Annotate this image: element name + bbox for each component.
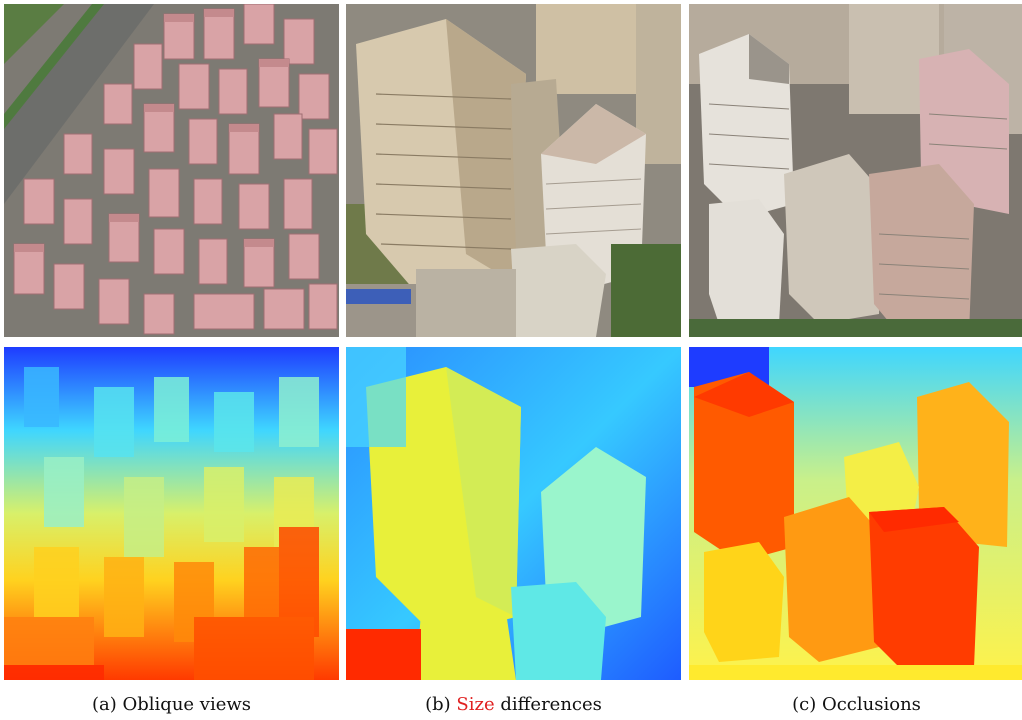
occlusions-photo bbox=[689, 4, 1022, 337]
caption-label: (a) bbox=[91, 694, 117, 715]
caption-accent-word: Size bbox=[456, 694, 495, 715]
caption-occlusions: (c) Occlusions bbox=[689, 694, 1022, 715]
caption-text: Oblique views bbox=[122, 694, 252, 715]
oblique-views-photo bbox=[4, 4, 339, 337]
size-differences-photo bbox=[346, 4, 681, 337]
size-differences-depth-map bbox=[346, 347, 681, 680]
caption-oblique-views: (a) Oblique views bbox=[4, 694, 339, 715]
caption-text: differences bbox=[500, 694, 602, 715]
occlusions-depth-map bbox=[689, 347, 1022, 680]
caption-label: (b) bbox=[425, 694, 451, 715]
caption-text: Occlusions bbox=[821, 694, 921, 715]
oblique-views-depth-map bbox=[4, 347, 339, 680]
caption-size-differences: (b) Size differences bbox=[346, 694, 681, 715]
caption-label: (c) bbox=[792, 694, 817, 715]
